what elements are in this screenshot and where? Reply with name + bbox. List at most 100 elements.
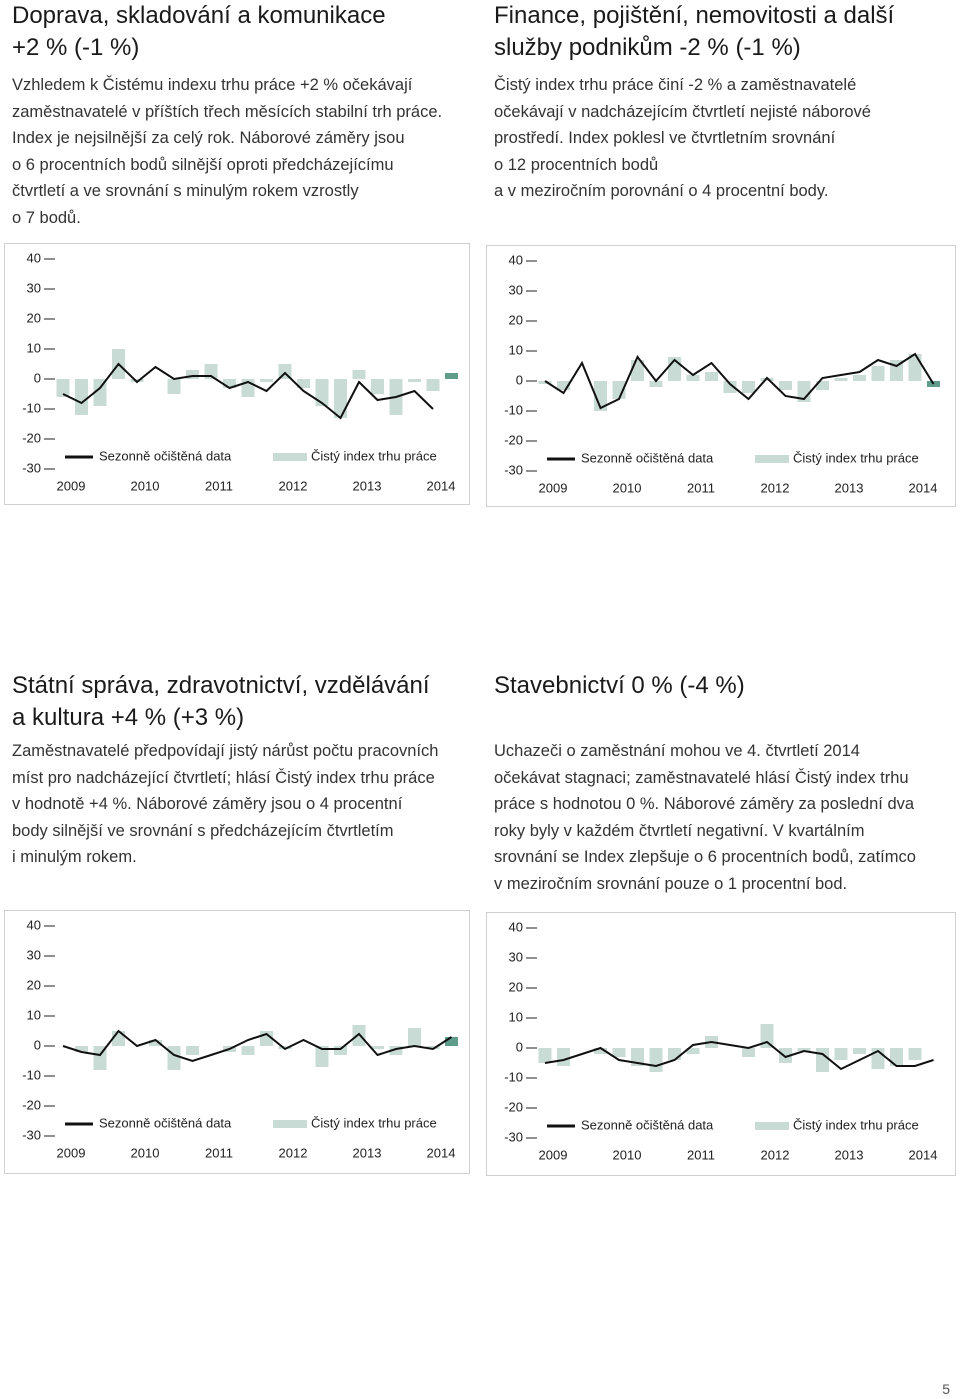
bar xyxy=(352,370,366,379)
x-tick-label: 2014 xyxy=(909,1147,938,1162)
bar xyxy=(816,1048,829,1072)
bar xyxy=(760,1024,774,1048)
y-tick-label: 30 xyxy=(509,949,523,964)
y-tick-label: -30 xyxy=(22,460,41,475)
bar xyxy=(149,1040,162,1046)
bar xyxy=(130,379,144,382)
bar xyxy=(686,1048,700,1054)
bar xyxy=(278,1046,292,1049)
bar xyxy=(315,1046,329,1067)
line xyxy=(62,362,434,420)
section-text: Uchazeči o zaměstnání mohou ve 4. čtvrtl… xyxy=(494,742,916,893)
bar xyxy=(75,1046,88,1052)
bar xyxy=(834,1048,848,1060)
bar xyxy=(75,379,88,415)
x-tick-label: 2009 xyxy=(539,480,568,495)
x-tick-label: 2013 xyxy=(353,1145,382,1160)
bar xyxy=(742,381,755,393)
y-tick-label: 20 xyxy=(27,310,41,325)
bar xyxy=(445,1037,458,1046)
page-number: 5 xyxy=(942,1381,950,1397)
y-tick-label: -20 xyxy=(22,1097,41,1112)
bar xyxy=(223,379,236,388)
y-tick-label: 30 xyxy=(27,280,41,295)
y-tick-label: 40 xyxy=(27,917,41,932)
legend-label: Sezonně očištěná data xyxy=(99,448,232,463)
legend-label: Sezonně očištěná data xyxy=(581,450,714,465)
x-tick-label: 2014 xyxy=(427,1145,456,1160)
legend-label: Čistý index trhu práce xyxy=(793,450,919,465)
bar xyxy=(334,1046,347,1055)
legend-label: Čistý index trhu práce xyxy=(311,1115,437,1130)
bar xyxy=(742,1048,755,1057)
y-tick-label: -20 xyxy=(504,1099,523,1114)
bar xyxy=(779,1048,792,1063)
x-tick-label: 2010 xyxy=(613,480,642,495)
legend-swatch xyxy=(273,1120,307,1128)
legend-swatch xyxy=(273,453,307,461)
section-title: Státní správa, zdravotnictví, vzdělávání… xyxy=(12,672,430,731)
x-tick-label: 2012 xyxy=(761,1147,790,1162)
y-tick-label: 10 xyxy=(509,342,523,357)
legend-label: Čistý index trhu práce xyxy=(793,1117,919,1132)
x-tick-label: 2012 xyxy=(279,478,308,493)
bar xyxy=(908,1048,922,1060)
y-tick-label: 0 xyxy=(34,1037,41,1052)
y-tick-label: 0 xyxy=(516,372,523,387)
bar xyxy=(816,381,829,390)
x-tick-label: 2014 xyxy=(427,478,456,493)
bar xyxy=(668,1048,681,1060)
x-tick-label: 2014 xyxy=(909,480,938,495)
section-text: Zaměstnavatelé předpovídají jistý nárůst… xyxy=(12,742,439,866)
bar xyxy=(371,379,384,394)
bar xyxy=(297,379,310,388)
line xyxy=(544,352,935,410)
legend-swatch xyxy=(755,455,789,463)
bar xyxy=(186,1046,199,1055)
bar xyxy=(426,379,440,391)
bar xyxy=(557,381,570,390)
legend-label: Sezonně očištěná data xyxy=(581,1117,714,1132)
bar xyxy=(834,378,848,381)
bar xyxy=(797,1048,811,1051)
bar xyxy=(686,375,700,381)
bar xyxy=(612,1048,626,1057)
x-tick-label: 2011 xyxy=(687,480,715,495)
y-tick-label: -10 xyxy=(22,400,41,415)
y-tick-label: 40 xyxy=(27,250,41,265)
x-tick-label: 2010 xyxy=(613,1147,642,1162)
legend-label: Sezonně očištěná data xyxy=(99,1115,232,1130)
legend-label: Čistý index trhu práce xyxy=(311,448,437,463)
line xyxy=(544,1040,934,1071)
bar xyxy=(315,379,329,406)
bar xyxy=(93,379,107,406)
y-tick-label: 20 xyxy=(509,979,523,994)
bar xyxy=(334,379,347,418)
x-tick-label: 2010 xyxy=(131,1145,160,1160)
bar xyxy=(705,372,718,381)
line xyxy=(62,1029,453,1063)
y-tick-label: 30 xyxy=(509,282,523,297)
x-tick-label: 2011 xyxy=(687,1147,715,1162)
bar xyxy=(649,381,663,387)
y-tick-label: 20 xyxy=(27,977,41,992)
bar xyxy=(426,1046,440,1049)
bar xyxy=(594,1048,607,1054)
y-tick-label: -30 xyxy=(504,462,523,477)
bar xyxy=(241,1046,255,1055)
bar xyxy=(445,373,458,379)
section-text: Vzhledem k Čistému indexu trhu práce +2 … xyxy=(12,76,443,227)
x-tick-label: 2009 xyxy=(57,478,86,493)
bar xyxy=(723,381,737,393)
y-tick-label: 10 xyxy=(509,1009,523,1024)
y-tick-label: 20 xyxy=(509,312,523,327)
x-tick-label: 2009 xyxy=(539,1147,568,1162)
x-tick-label: 2013 xyxy=(353,478,382,493)
y-tick-label: -10 xyxy=(22,1067,41,1082)
bar xyxy=(557,1048,570,1066)
x-tick-label: 2012 xyxy=(279,1145,308,1160)
bar xyxy=(890,1048,903,1066)
bar xyxy=(594,381,607,411)
